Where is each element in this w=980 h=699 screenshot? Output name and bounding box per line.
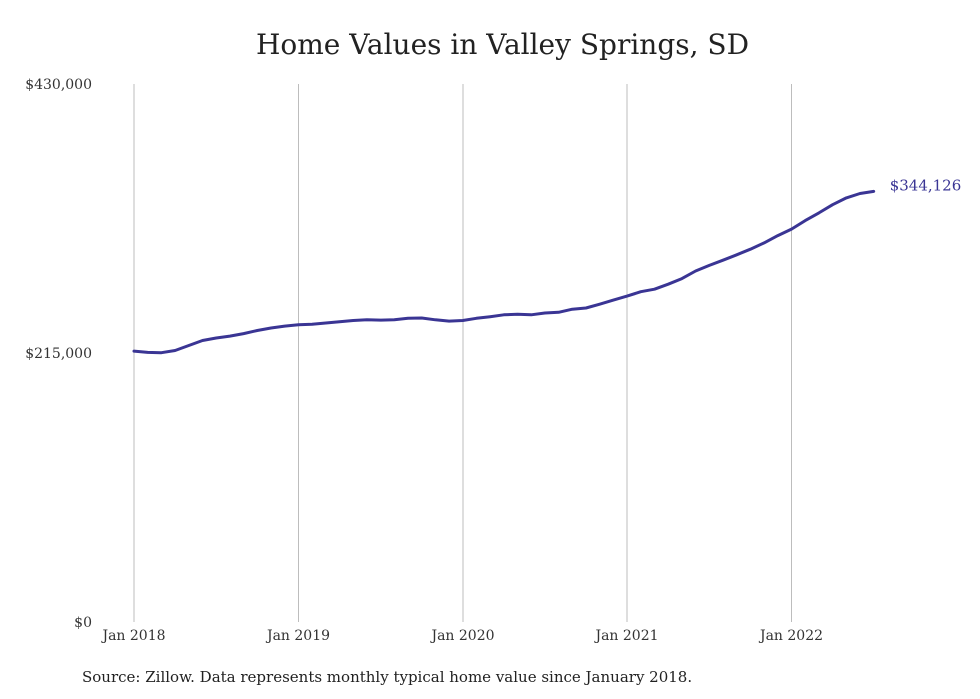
end-value-label: $344,126 (890, 176, 962, 194)
x-tick-label: Jan 2019 (265, 628, 330, 644)
x-tick-label: Jan 2021 (593, 628, 658, 644)
series-line (132, 189, 876, 355)
x-tick-label: Jan 2018 (100, 628, 165, 644)
x-tick-label: Jan 2022 (758, 628, 823, 644)
y-tick-label: $0 (74, 615, 92, 631)
source-note: Source: Zillow. Data represents monthly … (82, 668, 693, 686)
x-axis-tick-labels: Jan 2018 Jan 2019 Jan 2020 Jan 2021 Jan 2022 (100, 628, 823, 644)
data-labels: $344,126 (890, 176, 962, 194)
y-axis-tick-labels: $0 $215,000 $430,000 (25, 77, 92, 631)
chart-title: Home Values in Valley Springs, SD (255, 28, 750, 61)
y-tick-label: $215,000 (25, 346, 92, 362)
y-tick-label: $430,000 (25, 77, 92, 93)
gridlines (133, 84, 792, 622)
series-layer (132, 189, 876, 355)
x-tick-label: Jan 2020 (429, 628, 494, 644)
